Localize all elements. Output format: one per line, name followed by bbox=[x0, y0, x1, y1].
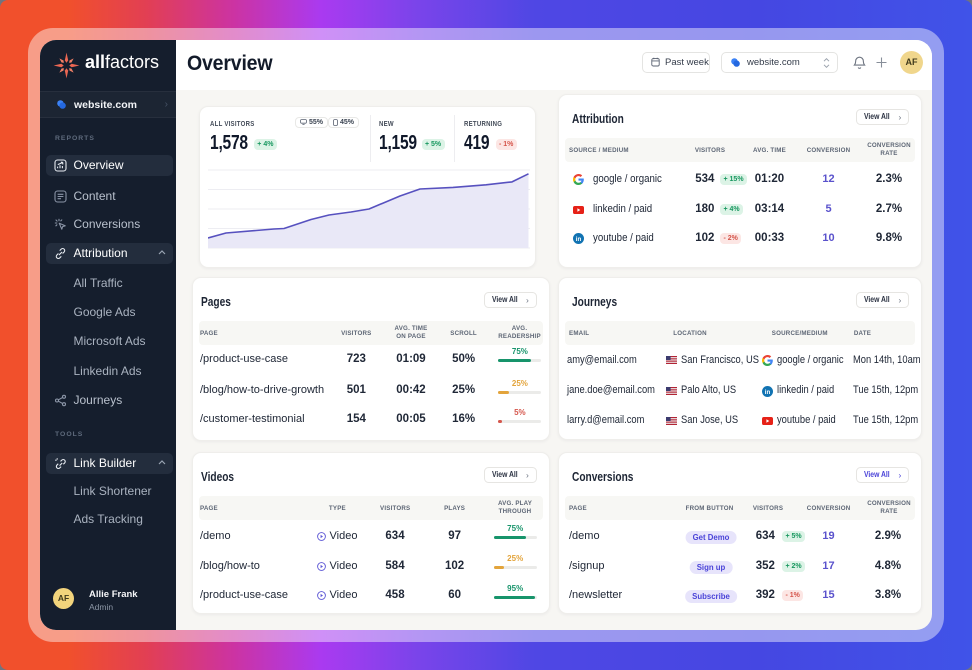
svg-text:in: in bbox=[765, 388, 771, 395]
svg-text:in: in bbox=[576, 236, 582, 243]
